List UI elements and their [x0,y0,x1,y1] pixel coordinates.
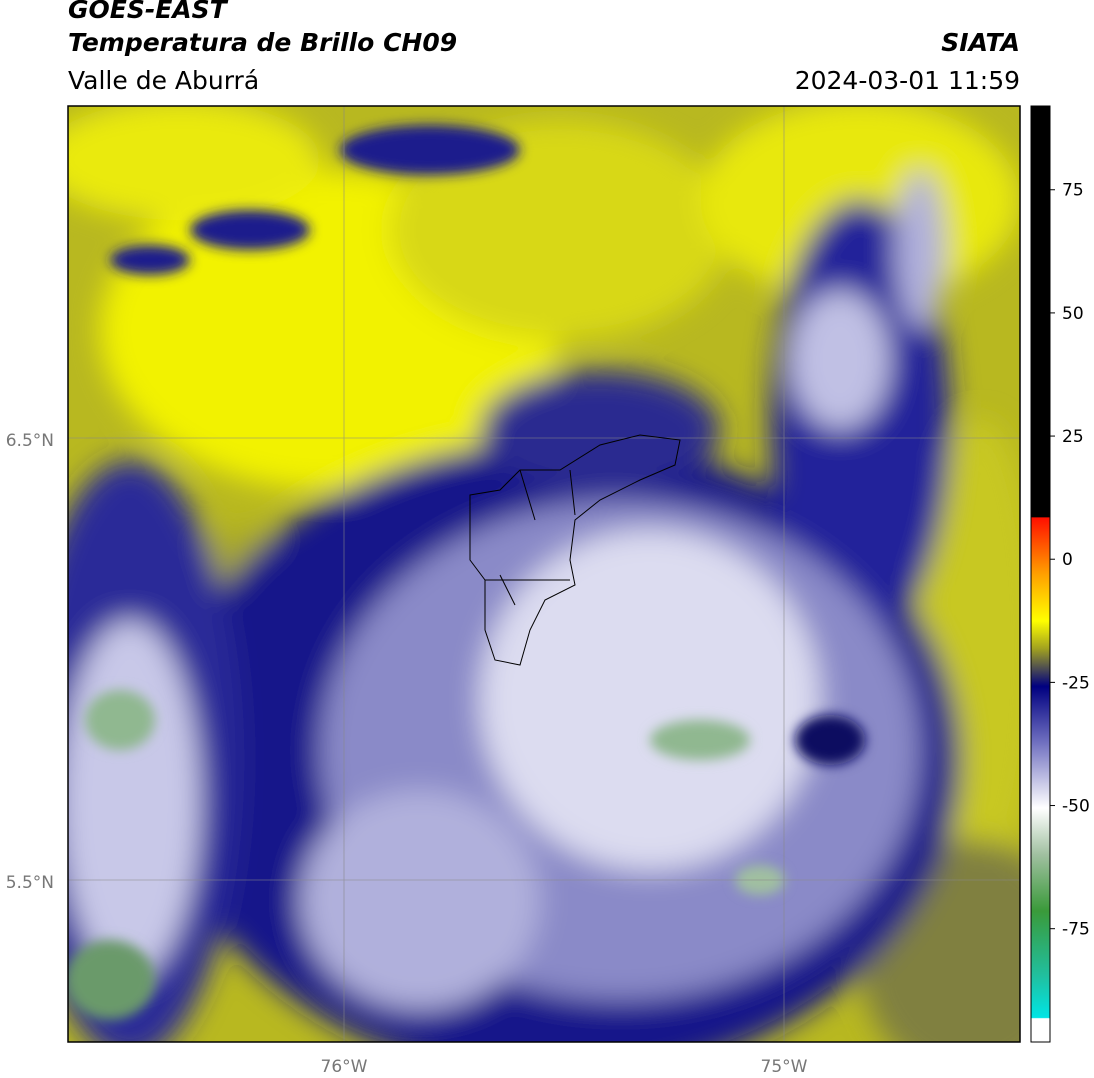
colorbar-tick-label: 0 [1062,550,1073,570]
lon-label: 76°W [321,1057,368,1077]
map-frame [67,105,1021,1043]
colorbar-tick-label: 75 [1062,181,1084,201]
colorbar-tick-label: 50 [1062,304,1084,324]
colorbar [1030,105,1051,1043]
lat-label: 6.5°N [6,431,54,451]
network-title: GOES-EAST [68,0,227,24]
colorbar-tick-label: 25 [1062,427,1084,447]
source-label: SIATA [941,28,1020,57]
colorbar-tick-label: -50 [1062,797,1090,817]
product-title: Temperatura de Brillo CH09 [68,28,458,57]
lat-label: 5.5°N [6,873,54,893]
graticule [68,106,1020,1042]
satellite-image [68,106,1020,1042]
region-subtitle: Valle de Aburrá [68,66,260,95]
municipal-boundaries [469,434,681,666]
colorbar-tick-label: -75 [1062,920,1090,940]
lon-label: 75°W [761,1057,808,1077]
colorbar-tick-label: -25 [1062,673,1090,693]
datetime-label: 2024-03-01 11:59 [794,66,1020,95]
